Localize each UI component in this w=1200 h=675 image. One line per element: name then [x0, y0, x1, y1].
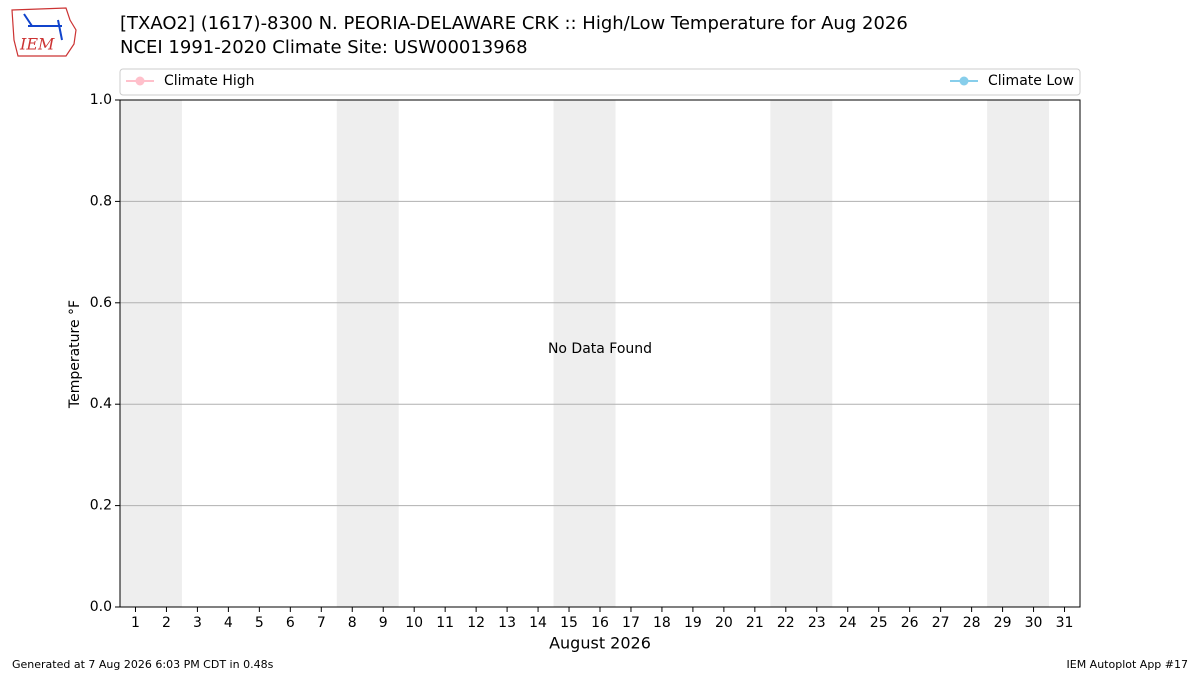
annotation: No Data Found [548, 341, 652, 357]
x-tick-label: 13 [498, 615, 516, 631]
x-tick-label: 4 [224, 615, 233, 631]
x-tick-label: 8 [348, 615, 357, 631]
footer-left: Generated at 7 Aug 2026 6:03 PM CDT in 0… [12, 658, 274, 671]
weekend-band [120, 100, 182, 607]
weekend-band [770, 100, 833, 607]
logo-text: IEM [19, 35, 55, 54]
y-axis-label: Temperature °F [67, 300, 83, 409]
legend-marker [959, 76, 969, 86]
legend-label: Climate High [164, 73, 255, 89]
x-tick-label: 2 [162, 615, 171, 631]
x-tick-label: 17 [622, 615, 640, 631]
footer-right: IEM Autoplot App #17 [1067, 658, 1189, 671]
x-tick-label: 1 [131, 615, 140, 631]
y-tick-label: 0.8 [90, 193, 112, 209]
x-tick-label: 14 [529, 615, 547, 631]
chart-subtitle: NCEI 1991-2020 Climate Site: USW00013968 [120, 37, 528, 58]
x-tick-label: 28 [963, 615, 981, 631]
x-tick-label: 7 [317, 615, 326, 631]
weekend-band [987, 100, 1050, 607]
x-tick-label: 18 [653, 615, 671, 631]
x-tick-label: 16 [591, 615, 609, 631]
x-tick-label: 3 [193, 615, 202, 631]
y-tick-label: 1.0 [90, 92, 112, 108]
x-tick-label: 6 [286, 615, 295, 631]
chart-title: [TXAO2] (1617)-8300 N. PEORIA-DELAWARE C… [120, 13, 908, 34]
logo: IEM [11, 7, 77, 57]
y-tick-label: 0.4 [90, 396, 112, 412]
legend-marker [135, 76, 145, 86]
legend [119, 68, 1081, 96]
x-tick-label: 9 [379, 615, 388, 631]
x-tick-label: 31 [1056, 615, 1074, 631]
x-tick-label: 19 [684, 615, 702, 631]
plot: 0.00.20.40.60.81.01 2 3 4 5 6 7 8 9 10 11 12 13 14 15 1… [90, 92, 1081, 631]
x-tick-label: 12 [467, 615, 485, 631]
x-tick-label: 27 [932, 615, 950, 631]
x-tick-label: 22 [777, 615, 795, 631]
x-tick-label: 10 [405, 615, 423, 631]
x-tick-label: 11 [436, 615, 454, 631]
x-tick-label: 5 [255, 615, 264, 631]
y-tick-label: 0.2 [90, 498, 112, 514]
x-tick-label: 20 [715, 615, 733, 631]
x-tick-label: 23 [808, 615, 826, 631]
weekend-band [336, 100, 399, 607]
x-tick-label: 21 [746, 615, 764, 631]
x-tick-label: 26 [901, 615, 919, 631]
x-tick-label: 30 [1025, 615, 1043, 631]
weekend-band [553, 100, 616, 607]
x-tick-label: 29 [994, 615, 1012, 631]
plot-frame [119, 99, 1081, 608]
x-tick-label: 24 [839, 615, 857, 631]
legend-label: Climate Low [988, 73, 1074, 89]
x-tick-label: 25 [870, 615, 888, 631]
x-axis-label: August 2026 [549, 634, 651, 653]
x-tick-label: 15 [560, 615, 578, 631]
y-tick-label: 0.0 [90, 599, 112, 615]
y-tick-label: 0.6 [90, 295, 112, 311]
